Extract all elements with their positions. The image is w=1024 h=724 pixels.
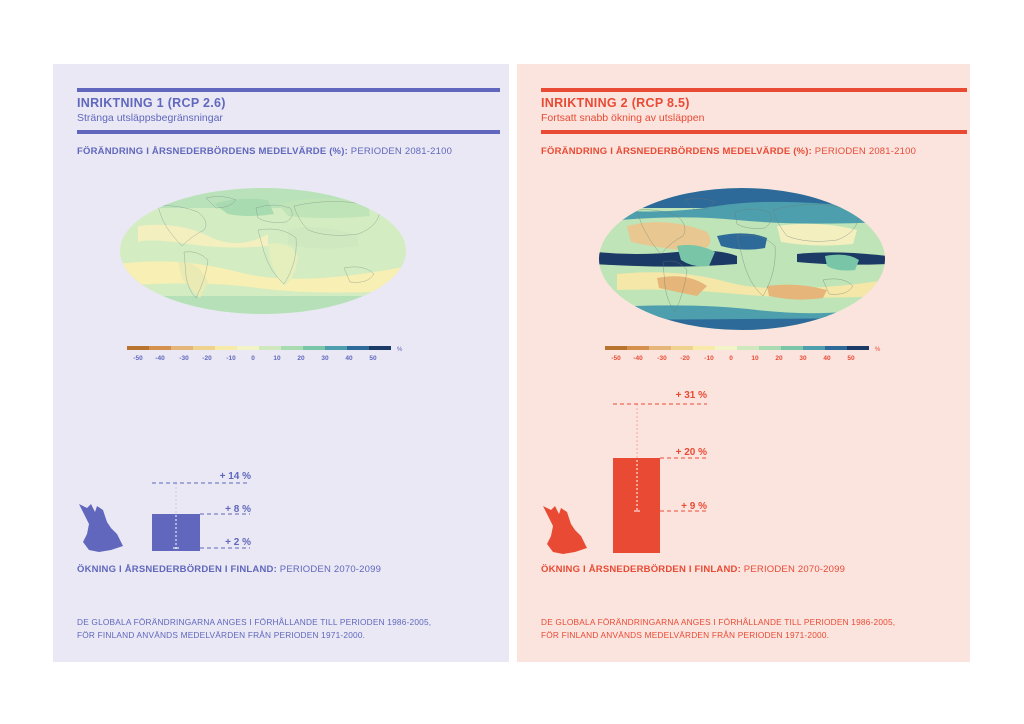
header-rule-top <box>77 88 500 92</box>
legend-swatch <box>847 346 869 350</box>
bar-label: ÖKNING I ÅRSNEDERBÖRDEN I FINLAND: PERIO… <box>541 564 846 575</box>
legend-swatch <box>215 346 237 350</box>
legend-swatch <box>825 346 847 350</box>
panel-subtitle: Stränga utsläppsbegränsningar <box>77 112 223 124</box>
finland-silhouette-icon <box>79 504 123 552</box>
legend-swatch <box>605 346 627 350</box>
legend-swatch <box>737 346 759 350</box>
legend-swatch <box>237 346 259 350</box>
bar-label: ÖKNING I ÅRSNEDERBÖRDEN I FINLAND: PERIO… <box>77 564 382 575</box>
footnote: DE GLOBALA FÖRÄNDRINGARNA ANGES I FÖRHÅL… <box>77 617 432 640</box>
finland-bar-chart-rcp26: + 14 % + 8 % + 2 % <box>152 471 252 551</box>
legend-tick-label: -20 <box>202 355 212 362</box>
legend-unit: % <box>397 347 403 353</box>
legend-swatch <box>671 346 693 350</box>
world-map-rcp85 <box>599 188 885 330</box>
legend-tick-label: 20 <box>775 355 783 362</box>
legend-swatch <box>259 346 281 350</box>
legend-tick-label: 0 <box>729 355 733 362</box>
label-mid: + 8 % <box>225 504 251 515</box>
label-high: + 31 % <box>676 390 708 401</box>
legend-tick-label: -30 <box>657 355 667 362</box>
legend-swatch <box>803 346 825 350</box>
legend-tick-label: -10 <box>226 355 236 362</box>
legend-swatch <box>149 346 171 350</box>
map-label: FÖRÄNDRING I ÅRSNEDERBÖRDENS MEDELVÄRDE … <box>77 146 453 157</box>
label-mid: + 20 % <box>676 447 708 458</box>
panel-rcp26: INRIKTNING 1 (RCP 2.6) Stränga utsläppsb… <box>53 64 509 662</box>
label-low: + 2 % <box>225 537 251 548</box>
legend-swatch <box>303 346 325 350</box>
legend-swatch <box>127 346 149 350</box>
legend-tick-label: 0 <box>251 355 255 362</box>
world-map-rcp26 <box>120 188 406 314</box>
legend-unit: % <box>875 347 881 353</box>
legend-tick-label: -10 <box>704 355 714 362</box>
legend-tick-label: 10 <box>751 355 759 362</box>
legend-swatch <box>715 346 737 350</box>
legend-swatch <box>649 346 671 350</box>
legend-tick-label: 50 <box>847 355 855 362</box>
legend-tick-label: 40 <box>823 355 831 362</box>
panel-title: INRIKTNING 1 (RCP 2.6) <box>77 96 226 110</box>
label-low: + 9 % <box>681 501 707 512</box>
header-rule-top <box>541 88 967 92</box>
legend-tick-label: -40 <box>633 355 643 362</box>
panel-title: INRIKTNING 2 (RCP 8.5) <box>541 96 690 110</box>
legend-swatch <box>347 346 369 350</box>
legend-swatch <box>627 346 649 350</box>
legend-tick-label: -20 <box>680 355 690 362</box>
finland-silhouette-icon <box>543 506 587 554</box>
legend-swatch <box>781 346 803 350</box>
label-high: + 14 % <box>220 471 252 482</box>
legend-tick-label: -30 <box>179 355 189 362</box>
legend-tick-label: 30 <box>321 355 329 362</box>
header-rule-bottom <box>541 130 967 134</box>
legend-tick-label: 20 <box>297 355 305 362</box>
legend-tick-label: -50 <box>611 355 621 362</box>
header-rule-bottom <box>77 130 500 134</box>
legend-swatch <box>281 346 303 350</box>
legend-tick-label: -50 <box>133 355 143 362</box>
map-label: FÖRÄNDRING I ÅRSNEDERBÖRDENS MEDELVÄRDE … <box>541 146 917 157</box>
legend-swatch <box>171 346 193 350</box>
finland-bar-chart-rcp85: + 31 % + 20 % + 9 % <box>613 390 708 553</box>
legend-swatch <box>193 346 215 350</box>
legend-tick-label: -40 <box>155 355 165 362</box>
legend-swatch <box>693 346 715 350</box>
legend-tick-label: 40 <box>345 355 353 362</box>
legend-swatch <box>325 346 347 350</box>
panel-rcp85: INRIKTNING 2 (RCP 8.5) Fortsatt snabb ök… <box>517 64 970 662</box>
colour-legend: -50 -40 -30 -20 -10 0 10 20 30 40 50% <box>605 346 881 362</box>
legend-tick-label: 10 <box>273 355 281 362</box>
legend-tick-label: 30 <box>799 355 807 362</box>
legend-swatch <box>759 346 781 350</box>
legend-tick-label: 50 <box>369 355 377 362</box>
footnote: DE GLOBALA FÖRÄNDRINGARNA ANGES I FÖRHÅL… <box>541 617 896 640</box>
colour-legend: -50 -40 -30 -20 -10 0 10 20 30 40 50% <box>127 346 403 362</box>
panel-subtitle: Fortsatt snabb ökning av utsläppen <box>541 112 705 124</box>
legend-swatch <box>369 346 391 350</box>
